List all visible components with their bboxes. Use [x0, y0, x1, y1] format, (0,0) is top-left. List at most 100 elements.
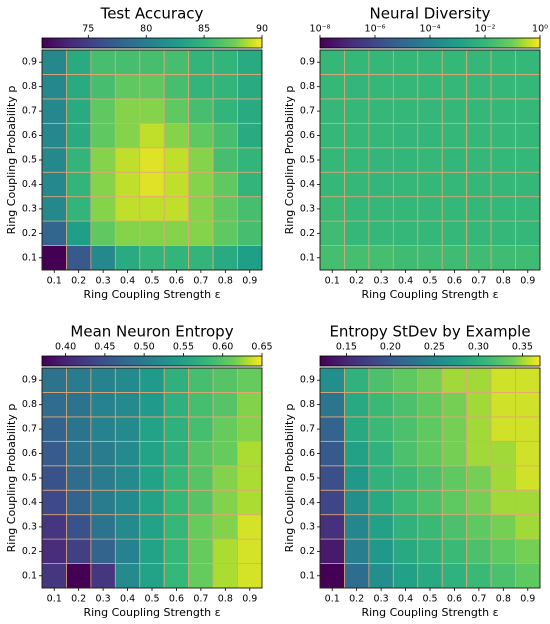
x-tick-label: 0.2 — [349, 594, 364, 605]
heatmap-cell — [441, 220, 468, 246]
heatmap-cell — [114, 245, 141, 271]
heatmap-cell — [368, 563, 394, 589]
heatmap-cell — [441, 440, 468, 467]
x-tick-label: 0.9 — [242, 276, 257, 287]
heatmap-cell — [114, 489, 141, 516]
heatmap-cell — [392, 563, 419, 589]
heatmap-cell — [466, 440, 492, 467]
heatmap-cell — [90, 465, 116, 491]
heatmap-cell — [163, 392, 190, 418]
heatmap-cell — [41, 563, 67, 589]
heatmap-cell — [237, 465, 263, 491]
colorbar-tick-label: 0.65 — [251, 342, 272, 353]
heatmap-cell — [319, 563, 345, 589]
heatmap-cell — [490, 416, 516, 442]
y-axis-label: Ring Coupling Probability p — [5, 86, 18, 235]
heatmap-cell — [368, 440, 394, 467]
heatmap-cell — [466, 489, 492, 516]
x-tick-label: 0.2 — [349, 276, 364, 287]
heatmap-cell — [319, 440, 345, 467]
x-tick-label: 0.1 — [325, 276, 340, 287]
heatmap-cell — [441, 416, 468, 442]
y-tick-label: 0.9 — [300, 57, 315, 68]
heatmap-cell — [392, 98, 419, 124]
heatmap-cell — [163, 465, 190, 491]
heatmap-cell — [212, 538, 238, 564]
colorbar-tick-label: 0.25 — [424, 342, 445, 353]
heatmap-cell — [188, 367, 214, 393]
heatmap-cell — [90, 122, 116, 149]
heatmap-cell — [466, 98, 492, 124]
x-tick-label: 0.9 — [520, 594, 535, 605]
heatmap-cell — [41, 98, 67, 124]
heatmap-cell — [90, 245, 116, 271]
x-tick-label: 0.8 — [218, 594, 233, 605]
heatmap-cell — [188, 74, 214, 100]
heatmap-cell — [90, 74, 116, 100]
heatmap-cell — [515, 489, 541, 516]
y-tick-label: 0.7 — [300, 424, 315, 435]
heatmap-cell — [417, 196, 443, 222]
heatmap-cell — [344, 49, 370, 75]
heatmap-cell — [139, 538, 165, 564]
heatmap-cell — [139, 220, 165, 246]
heatmap-cell — [417, 245, 443, 271]
heatmap-cell — [490, 122, 516, 149]
heatmap-cell — [417, 440, 443, 467]
heatmap-cell — [368, 147, 394, 173]
heatmap-cell — [90, 392, 116, 418]
heatmap-cell — [441, 147, 468, 173]
heatmap-cell — [114, 538, 141, 564]
colorbar-tick-label: 85 — [198, 24, 210, 35]
x-tick-label: 0.6 — [447, 594, 462, 605]
heatmap-cell — [490, 245, 516, 271]
x-tick-label: 0.5 — [144, 594, 159, 605]
y-tick-label: 0.8 — [22, 81, 37, 92]
y-tick-label: 0.2 — [22, 228, 37, 239]
heatmap-cell — [188, 538, 214, 564]
colorbar-tick-label: 0.50 — [134, 342, 155, 353]
heatmap-cell — [188, 147, 214, 173]
heatmap-cell — [237, 49, 263, 75]
heatmap-cell — [66, 196, 92, 222]
heatmap-cell — [368, 416, 394, 442]
heatmap-cell — [368, 367, 394, 393]
x-tick-label: 0.2 — [71, 594, 86, 605]
heatmap-cell — [319, 171, 345, 198]
x-tick-label: 0.1 — [325, 594, 340, 605]
heatmap-cell — [163, 538, 190, 564]
heatmap-cell — [417, 49, 443, 75]
heatmap-cell — [163, 220, 190, 246]
heatmap-cell — [466, 196, 492, 222]
heatmap-cell — [114, 98, 141, 124]
chart-title: Neural Diversity — [370, 5, 491, 23]
heatmap-cell — [466, 514, 492, 540]
heatmap-cell — [212, 245, 238, 271]
heatmap-cell — [163, 171, 190, 198]
heatmap-cell — [392, 489, 419, 516]
heatmap-cell — [188, 392, 214, 418]
y-tick-label: 0.9 — [22, 375, 37, 386]
heatmap-cell — [114, 465, 141, 491]
heatmap-cell — [237, 74, 263, 100]
heatmap-cell — [344, 563, 370, 589]
heatmap-cell — [441, 392, 468, 418]
heatmap-cell — [441, 171, 468, 198]
heatmap-cell — [490, 465, 516, 491]
heatmap-cell — [66, 440, 92, 467]
y-tick-label: 0.5 — [300, 473, 315, 484]
x-tick-label: 0.3 — [96, 594, 111, 605]
heatmap-cell — [417, 367, 443, 393]
heatmap-cell — [319, 196, 345, 222]
heatmap-cell — [466, 74, 492, 100]
heatmap-cell — [188, 465, 214, 491]
chart-title: Entropy StDev by Example — [329, 323, 530, 341]
x-tick-label: 0.3 — [96, 276, 111, 287]
heatmap-cell — [139, 440, 165, 467]
y-tick-label: 0.3 — [22, 203, 37, 214]
heatmap-cell — [163, 367, 190, 393]
y-tick-label: 0.8 — [300, 81, 315, 92]
heatmap-cell — [66, 392, 92, 418]
heatmap-cell — [66, 147, 92, 173]
